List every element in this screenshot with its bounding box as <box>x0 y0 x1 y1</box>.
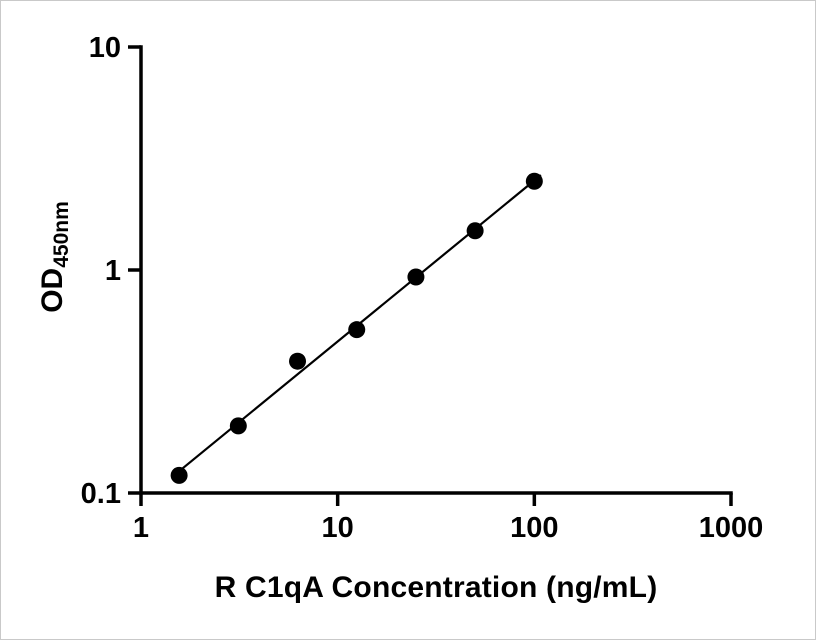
x-axis-tick-label: 100 <box>510 512 558 544</box>
y-axis-tick-label: 1 <box>105 255 121 287</box>
x-axis-tick-label: 1000 <box>699 512 764 544</box>
data-point <box>229 417 247 435</box>
data-point <box>348 321 366 339</box>
y-axis-tick-label: 0.1 <box>81 478 121 510</box>
data-point <box>170 466 188 484</box>
x-axis-tick-label: 10 <box>322 512 354 544</box>
y-axis-title: OD450nm <box>36 201 73 313</box>
y-axis-title-subscript: 450nm <box>50 201 73 268</box>
y-axis-title-main: OD <box>36 267 69 313</box>
data-point <box>466 222 484 240</box>
y-axis-tick-label: 10 <box>89 32 121 64</box>
axis-spines <box>139 45 733 495</box>
data-point <box>525 172 543 190</box>
x-axis-tick-label: 1 <box>133 512 149 544</box>
x-axis-title: R C1qA Concentration (ng/mL) <box>214 571 658 604</box>
data-point <box>407 268 425 286</box>
data-point <box>289 352 307 370</box>
